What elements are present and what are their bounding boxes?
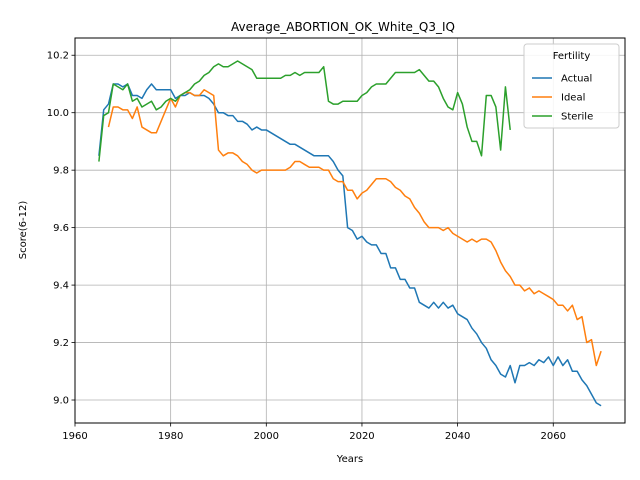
x-tick-label: 1980 [158,431,183,442]
legend: Fertility Actual Ideal Sterile [523,43,620,129]
grid [74,38,625,423]
x-tick-label: 1960 [62,431,87,442]
series-line-actual [98,83,602,407]
x-axis-label: Years [336,454,363,465]
y-axis: 9.0 9.2 9.4 9.6 9.8 10.0 10.2 [47,51,75,407]
y-tick-label: 9.8 [53,166,69,177]
x-tick-label: 2040 [445,431,470,442]
x-axis: 1960 1980 2000 2020 2040 2060 [62,423,566,442]
x-tick-label: 2020 [349,431,374,442]
y-tick-label: 9.4 [53,281,69,292]
plot-frame [74,37,626,424]
x-tick-label: 2000 [254,431,279,442]
legend-label-ideal: Ideal [561,93,585,104]
legend-box [523,43,620,129]
y-tick-label: 9.0 [53,396,69,407]
y-tick-label: 9.6 [53,223,69,234]
y-axis-label: Score(6-12) [18,201,29,260]
series-lines [98,60,602,407]
chart-title: Average_ABORTION_OK_White_Q3_IQ [231,20,455,34]
y-tick-label: 10.0 [47,108,69,119]
y-tick-label: 9.2 [53,338,69,349]
x-tick-label: 2060 [541,431,566,442]
legend-title: Fertility [553,51,591,62]
series-line-sterile [98,60,511,162]
legend-label-sterile: Sterile [561,112,593,123]
series-line-ideal [107,88,602,367]
legend-label-actual: Actual [561,74,592,85]
y-tick-label: 10.2 [47,51,69,62]
